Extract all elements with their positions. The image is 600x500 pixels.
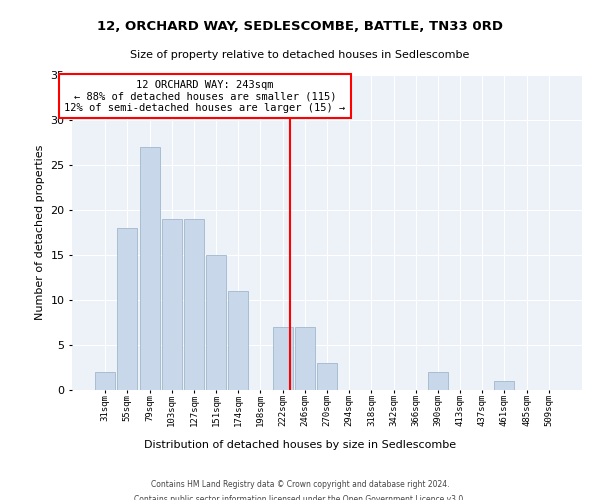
Bar — [272, 327, 293, 390]
Text: 12, ORCHARD WAY, SEDLESCOMBE, BATTLE, TN33 0RD: 12, ORCHARD WAY, SEDLESCOMBE, BATTLE, TN… — [97, 20, 503, 33]
Text: Contains public sector information licensed under the Open Government Licence v3: Contains public sector information licen… — [134, 495, 466, 500]
Bar — [428, 372, 448, 390]
Text: Contains HM Land Registry data © Crown copyright and database right 2024.: Contains HM Land Registry data © Crown c… — [151, 480, 449, 489]
Text: Size of property relative to detached houses in Sedlescombe: Size of property relative to detached ho… — [130, 50, 470, 60]
Text: 12 ORCHARD WAY: 243sqm
← 88% of detached houses are smaller (115)
12% of semi-de: 12 ORCHARD WAY: 243sqm ← 88% of detached… — [64, 80, 346, 112]
Bar — [228, 291, 248, 390]
Bar — [118, 228, 137, 390]
Bar — [295, 327, 315, 390]
Y-axis label: Number of detached properties: Number of detached properties — [35, 145, 44, 320]
Bar — [206, 255, 226, 390]
Bar — [184, 219, 204, 390]
Text: Distribution of detached houses by size in Sedlescombe: Distribution of detached houses by size … — [144, 440, 456, 450]
Bar — [317, 363, 337, 390]
Bar — [140, 147, 160, 390]
Bar — [95, 372, 115, 390]
Bar — [494, 381, 514, 390]
Bar — [162, 219, 182, 390]
